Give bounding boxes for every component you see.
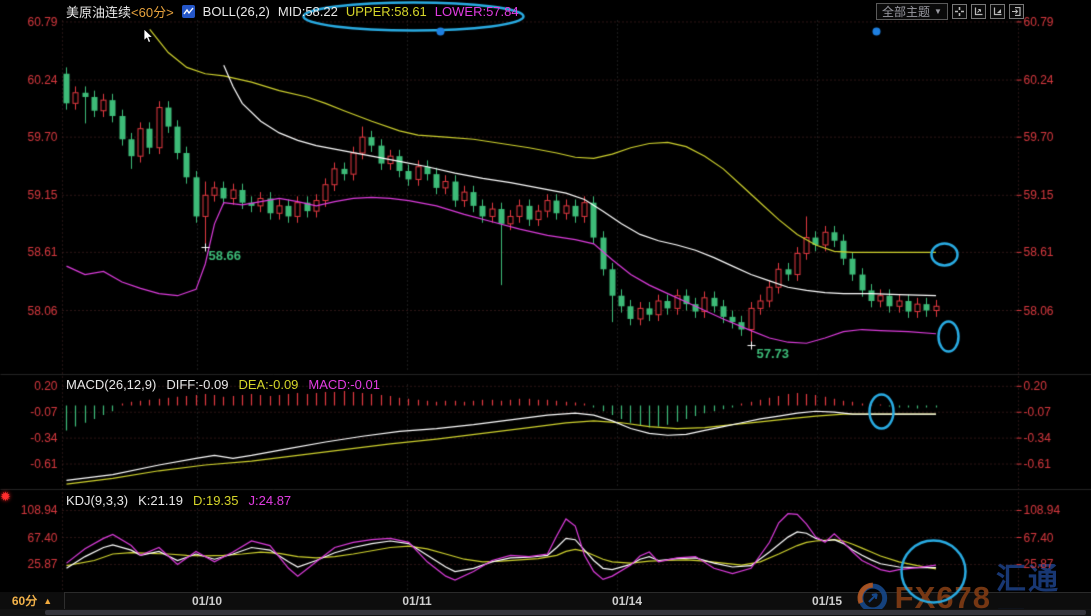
kdj-d-value: D:19.35 bbox=[192, 493, 239, 508]
period-up-arrow-icon: ▲ bbox=[43, 595, 53, 606]
dropdown-arrow-icon: ▼ bbox=[934, 7, 942, 16]
x-axis-label: 01/11 bbox=[402, 594, 432, 608]
themes-dropdown[interactable]: 全部主题 ▼ bbox=[876, 3, 948, 20]
kdj-panel-header: KDJ(9,3,3) K:21.19 D:19.35 J:24.87 bbox=[66, 493, 291, 508]
period-tag: <60分> bbox=[131, 5, 174, 20]
period-selector[interactable]: 60分 ▲ bbox=[0, 592, 65, 609]
crosshair-icon[interactable] bbox=[951, 4, 967, 19]
axis-scale-icon[interactable] bbox=[970, 4, 986, 19]
indicator-chart-icon[interactable] bbox=[181, 5, 195, 18]
chart-toolbar: 全部主题 ▼ bbox=[876, 3, 1024, 20]
macd-panel-header: MACD(26,12,9) DIFF:-0.09 DEA:-0.09 MACD:… bbox=[66, 377, 380, 392]
x-axis-label: 01/15 bbox=[811, 594, 843, 608]
kdj-title: KDJ(9,3,3) bbox=[66, 493, 129, 508]
scrollbar-thumb[interactable] bbox=[45, 610, 1086, 615]
macd-title: MACD(26,12,9) bbox=[66, 377, 157, 392]
exit-icon[interactable] bbox=[1008, 4, 1024, 19]
x-axis-label: 01/10 bbox=[191, 594, 223, 608]
chart-scrollbar[interactable] bbox=[0, 609, 1091, 616]
macd-macd-value: MACD:-0.01 bbox=[308, 377, 380, 392]
macd-dea-value: DEA:-0.09 bbox=[238, 377, 299, 392]
x-axis-label: 01/14 bbox=[611, 594, 643, 608]
boll-indicator-label: BOLL(26,2) bbox=[202, 4, 270, 19]
kdj-j-value: J:24.87 bbox=[248, 493, 292, 508]
chart-header: 美原油连续<60分> BOLL(26,2) MID:58.22 UPPER:58… bbox=[66, 2, 519, 21]
alert-sun-icon[interactable]: ✹ bbox=[0, 489, 11, 504]
boll-mid-value: MID:58.22 bbox=[277, 4, 338, 19]
boll-upper-value: UPPER:58.61 bbox=[345, 4, 427, 19]
macd-diff-value: DIFF:-0.09 bbox=[166, 377, 229, 392]
mouse-cursor bbox=[143, 29, 154, 44]
axis-play-icon[interactable] bbox=[989, 4, 1005, 19]
boll-lower-value: LOWER:57.84 bbox=[434, 4, 519, 19]
kdj-k-value: K:21.19 bbox=[138, 493, 183, 508]
symbol-name: 美原油连续<60分> bbox=[66, 5, 174, 20]
